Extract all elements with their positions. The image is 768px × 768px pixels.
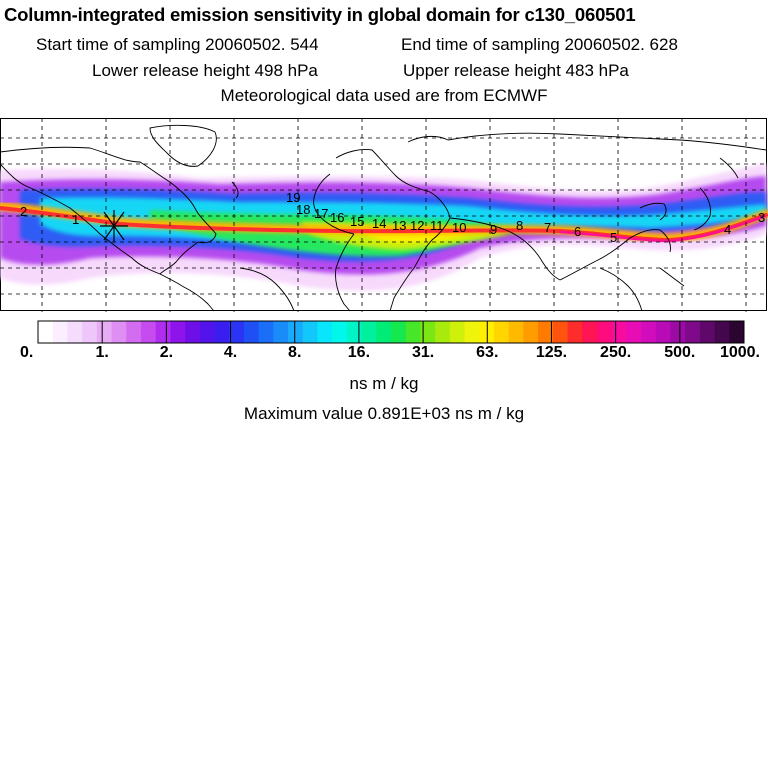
colorbar-swatch xyxy=(552,321,568,343)
colorbar-swatch xyxy=(332,321,348,343)
colorbar-swatch xyxy=(155,321,171,343)
colorbar-swatch xyxy=(317,321,333,343)
colorbar-swatch xyxy=(361,321,377,343)
colorbar-tick-label: 250. xyxy=(600,344,632,361)
trajectory-label: 13 xyxy=(392,218,406,233)
colorbar-swatch xyxy=(699,321,715,343)
start-time-text: Start time of sampling 20060502. 544 xyxy=(36,35,319,54)
colorbar-swatch xyxy=(258,321,274,343)
colorbar-tick-label: 125. xyxy=(535,344,568,361)
plot-title: Column-integrated emission sensitivity i… xyxy=(4,4,636,25)
colorbar-swatch xyxy=(126,321,142,343)
colorbar-swatch xyxy=(464,321,480,343)
colorbar-swatch xyxy=(111,321,127,343)
lower-release-height-text: Lower release height 498 hPa xyxy=(92,61,318,80)
colorbar-swatch xyxy=(140,321,157,343)
colorbar-tick-label: 0. xyxy=(20,344,34,361)
trajectory-label: 9 xyxy=(490,222,497,237)
colorbar-tick-label: 500. xyxy=(664,344,696,361)
met-data-text: Meteorological data used are from ECMWF xyxy=(220,86,548,105)
colorbar-swatch xyxy=(538,321,554,343)
colorbar-swatch xyxy=(729,321,745,343)
maximum-value-text: Maximum value 0.891E+03 ns m / kg xyxy=(243,404,525,423)
colorbar-swatch xyxy=(493,321,510,343)
colorbar-swatch xyxy=(523,321,539,343)
colorbar-tick-label: 31. xyxy=(411,344,435,361)
colorbar-swatch xyxy=(170,321,186,343)
colorbar-swatch xyxy=(243,321,260,343)
colorbar-frame xyxy=(37,320,745,344)
trajectory-label: 8 xyxy=(516,218,523,233)
upper-release-height-text: Upper release height 483 hPa xyxy=(403,61,629,80)
colorbar-swatch xyxy=(449,321,465,343)
colorbar-tick-label: 8. xyxy=(288,344,302,361)
colorbar-swatch xyxy=(96,321,112,343)
colorbar-swatch xyxy=(288,321,304,343)
trajectory-label: 14 xyxy=(372,216,386,231)
colorbar-tick-label: 16. xyxy=(347,344,371,361)
colorbar-swatch xyxy=(38,321,54,343)
trajectory-label: 2 xyxy=(20,204,27,219)
colorbar-swatch xyxy=(67,321,83,343)
trajectory-label: 11 xyxy=(430,218,444,233)
trajectory-label: 5 xyxy=(610,230,617,245)
colorbar-swatch xyxy=(199,321,215,343)
colorbar-swatch xyxy=(185,321,201,343)
colorbar-tick-label: 1000. xyxy=(719,344,760,361)
colorbar-swatch xyxy=(214,321,230,343)
colorbar-swatch xyxy=(391,321,407,343)
end-time-text: End time of sampling 20060502. 628 xyxy=(401,35,678,54)
trajectory-label: 10 xyxy=(452,220,466,235)
colorbar-tick-label: 1. xyxy=(95,344,109,361)
colorbar-swatch xyxy=(435,321,451,343)
colorbar-swatch xyxy=(420,321,436,343)
colorbar-swatch xyxy=(82,321,98,343)
colorbar xyxy=(37,320,745,344)
trajectory-label: 4 xyxy=(724,222,731,237)
trajectory-label: 15 xyxy=(350,214,364,229)
colorbar-swatch xyxy=(596,321,613,343)
trajectory-label: 12 xyxy=(410,218,424,233)
trajectory-label: 6 xyxy=(574,224,581,239)
colorbar-swatch xyxy=(611,321,627,343)
colorbar-swatch xyxy=(582,321,598,343)
colorbar-tick-label: 63. xyxy=(476,344,499,361)
trajectory-label: 3 xyxy=(758,210,765,225)
colorbar-swatch xyxy=(273,321,289,343)
trajectory-label: 19 xyxy=(286,190,300,205)
trajectory-label: 17 xyxy=(314,206,328,221)
colorbar-swatch xyxy=(302,321,318,343)
trajectory-label: 7 xyxy=(544,220,551,235)
colorbar-swatch xyxy=(346,321,362,343)
colorbar-swatch xyxy=(405,321,421,343)
lat-lon-grid xyxy=(0,118,768,312)
colorbar-swatch xyxy=(670,321,686,343)
release-point-marker xyxy=(100,210,128,242)
trajectory-label: 1 xyxy=(72,212,79,227)
colorbar-units: ns m / kg xyxy=(349,374,419,393)
colorbar-swatch xyxy=(229,321,245,343)
colorbar-tick-label: 2. xyxy=(159,344,174,361)
coastlines xyxy=(0,124,767,312)
colorbar-swatch xyxy=(508,321,524,343)
colorbar-tick-label: 4. xyxy=(223,344,238,361)
colorbar-swatch xyxy=(714,321,730,343)
trajectory-label: 16 xyxy=(330,210,344,225)
colorbar-swatch xyxy=(52,321,68,343)
trajectory-label: 18 xyxy=(296,202,310,217)
colorbar-swatch xyxy=(376,321,392,343)
sensitivity-field xyxy=(0,164,768,291)
colorbar-swatch xyxy=(655,321,671,343)
colorbar-swatch xyxy=(641,321,657,343)
colorbar-swatch xyxy=(685,321,701,343)
colorbar-swatch xyxy=(567,321,583,343)
colorbar-swatch xyxy=(626,321,642,343)
